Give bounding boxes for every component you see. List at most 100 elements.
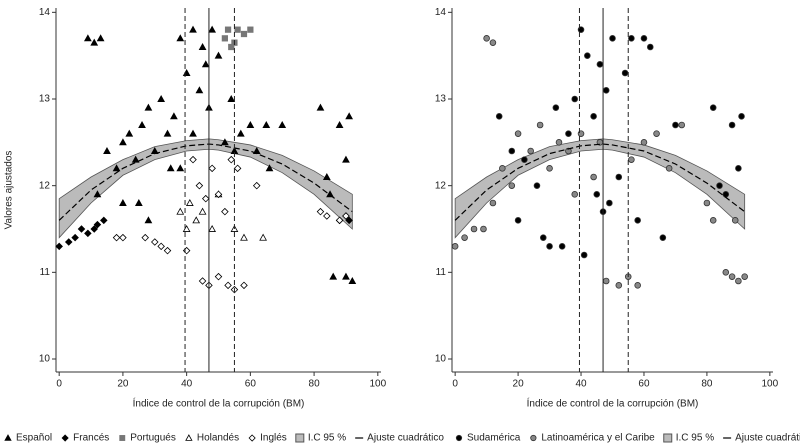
x-tick-label: 40 (181, 379, 193, 390)
point (558, 243, 566, 250)
confidence-band (454, 138, 746, 239)
x-tick-label: 0 (452, 379, 458, 390)
point (738, 113, 745, 120)
point (495, 113, 503, 120)
point (246, 120, 255, 128)
point (234, 26, 241, 33)
point (536, 121, 544, 129)
point (348, 276, 357, 284)
point (596, 61, 604, 68)
point (201, 60, 210, 68)
point (141, 233, 149, 242)
point (262, 120, 271, 128)
point (233, 164, 242, 173)
legend-symbol (295, 433, 305, 443)
point (602, 87, 610, 94)
point (227, 94, 236, 102)
point (345, 112, 354, 120)
point (703, 199, 711, 207)
point (112, 164, 121, 172)
point (628, 156, 635, 163)
y-tick-label: 10 (39, 354, 51, 365)
point (240, 281, 248, 290)
point (716, 182, 723, 189)
point (565, 147, 572, 155)
legend-symbol (530, 434, 537, 442)
point (192, 216, 201, 224)
point (709, 217, 717, 224)
point (533, 182, 541, 189)
point (584, 52, 591, 59)
point (119, 233, 127, 242)
point (119, 198, 127, 206)
point (470, 225, 478, 233)
point (252, 181, 261, 190)
point (157, 242, 165, 251)
point (489, 39, 497, 46)
point (329, 272, 338, 280)
point (198, 277, 207, 285)
point (93, 190, 102, 198)
legend-symbol (119, 435, 126, 441)
point (100, 216, 108, 225)
point (342, 155, 350, 163)
point (489, 199, 497, 207)
point (189, 25, 197, 33)
point (316, 207, 325, 216)
point (247, 26, 254, 33)
point (590, 113, 597, 120)
legend-label: Portugués (130, 433, 176, 444)
point (731, 217, 739, 224)
point (615, 173, 623, 181)
point (615, 282, 623, 289)
point (112, 233, 121, 242)
point (514, 130, 522, 137)
point (201, 194, 210, 203)
point (170, 112, 178, 120)
point (236, 129, 245, 137)
point (77, 225, 86, 233)
point (214, 51, 223, 59)
point (208, 164, 216, 173)
point (182, 246, 191, 255)
y-axis-label: Valores ajustados (4, 151, 15, 230)
legend-label: Sudamérica (467, 433, 521, 444)
legend-symbol (4, 434, 12, 441)
point (176, 207, 185, 215)
point (672, 121, 679, 129)
point (119, 138, 127, 146)
y-tick-label: 14 (39, 7, 51, 18)
x-tick-label: 80 (309, 379, 321, 390)
point (521, 156, 528, 163)
point (189, 129, 197, 137)
point (593, 191, 601, 198)
legend-symbol (185, 434, 193, 441)
point (198, 207, 207, 215)
point (499, 165, 506, 172)
point (182, 68, 191, 76)
x-tick-label: 0 (56, 379, 62, 390)
point (634, 217, 641, 224)
point (735, 277, 742, 285)
point (728, 121, 736, 129)
point (527, 147, 534, 155)
legend-label: Inglés (260, 433, 287, 444)
point (565, 130, 572, 137)
point (224, 281, 232, 290)
point (646, 43, 654, 51)
point (228, 43, 235, 51)
point (640, 139, 648, 146)
point (552, 104, 560, 111)
x-axis-label: Índice de control de la corrupción (BM) (133, 397, 305, 410)
point (665, 165, 673, 172)
legend-label: I.C 95 % (308, 433, 346, 444)
y-tick-label: 13 (435, 94, 447, 105)
y-tick-label: 11 (436, 267, 447, 278)
point (640, 35, 648, 42)
point (508, 147, 516, 155)
point (722, 191, 730, 198)
point (224, 26, 232, 33)
point (198, 42, 207, 50)
point (90, 38, 99, 46)
point (609, 35, 616, 42)
